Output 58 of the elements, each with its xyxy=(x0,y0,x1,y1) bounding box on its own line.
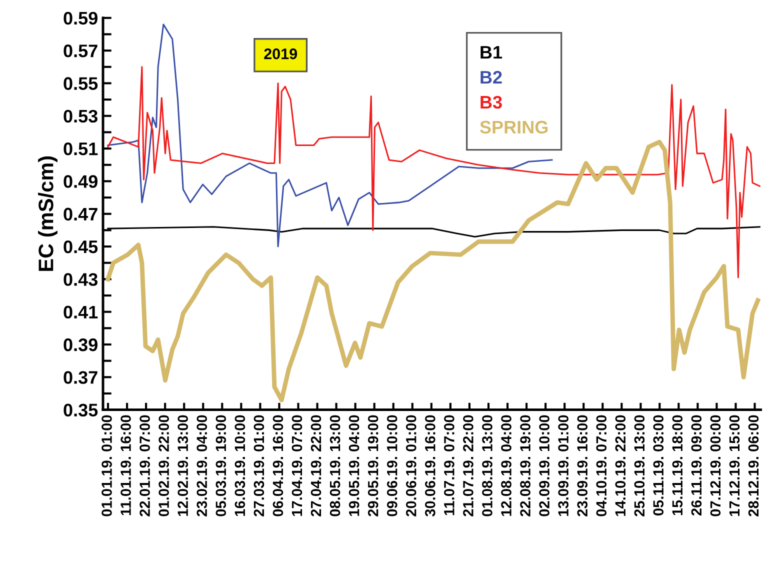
x-tick-label: 05.11.19. 03:00 xyxy=(653,415,664,516)
x-tick-label: 01.02.19. 22:00 xyxy=(158,415,169,516)
x-tick-label: 08.05.19. 13:00 xyxy=(330,415,340,516)
line-series xyxy=(107,226,760,238)
y-tick-label: 0.47 xyxy=(64,208,98,221)
y-tick-label: 0.43 xyxy=(64,273,98,286)
x-tick-label: 28.12.19. 06:00 xyxy=(748,415,759,516)
y-tick-label: 0.49 xyxy=(64,175,98,188)
x-tick-label: 13.09.19. 01:00 xyxy=(558,415,569,516)
line-series xyxy=(106,140,760,402)
y-tick-label: 0.39 xyxy=(64,338,98,352)
x-tick-label: 26.11.19. 09:00 xyxy=(691,415,702,516)
x-tick-label: 21.07.19. 22:00 xyxy=(463,415,474,516)
x-tick-label: 27.04.19. 22:00 xyxy=(310,415,322,516)
x-tick-label: 29.05.19. 19:00 xyxy=(368,415,378,516)
x-tick-label: 23.02.19. 04:00 xyxy=(196,415,208,516)
x-tick-label: 05.03.19. 19:00 xyxy=(216,415,226,516)
x-tick-label: 16.03.19. 10:00 xyxy=(234,415,246,516)
text: SPRING xyxy=(480,120,548,134)
x-tick-label: 30.06.19. 16:00 xyxy=(425,415,436,516)
x-tick-label: 17.12.19. 15:00 xyxy=(729,415,740,516)
x-tick-label: 09.06.19. 10:00 xyxy=(386,415,398,516)
y-tick-label: 0.59 xyxy=(64,12,98,25)
x-tick-label: 11.01.19. 16:00 xyxy=(120,415,131,516)
y-tick-label: 0.45 xyxy=(64,240,98,254)
y-tick-label: 0.35 xyxy=(64,404,98,417)
y-axis-title: EC (mS/cm) xyxy=(38,156,58,271)
y-tick-label: 0.51 xyxy=(64,142,98,156)
x-tick-label: 23.09.19. 16:00 xyxy=(577,415,588,516)
text: B2 xyxy=(480,70,502,84)
annotation: 2019 xyxy=(264,48,298,60)
x-tick-label: 27.03.19. 01:00 xyxy=(254,415,264,516)
line-series xyxy=(107,24,553,248)
x-tick-label: 20.06.19. 01:00 xyxy=(406,415,416,516)
x-tick-label: 22.08.19. 19:00 xyxy=(520,415,530,516)
x-tick-label: 17.04.19. 07:00 xyxy=(292,415,302,516)
text: B1 xyxy=(480,46,502,59)
x-tick-label: 06.04.19. 16:00 xyxy=(272,415,284,516)
x-tick-label: 12.08.19. 04:00 xyxy=(501,415,512,516)
x-tick-label: 01.08.19. 13:00 xyxy=(482,415,492,516)
y-tick-label: 0.41 xyxy=(64,306,98,319)
x-tick-label: 11.07.19. 07:00 xyxy=(444,415,454,516)
x-tick-label: 25.10.19. 13:00 xyxy=(634,415,645,516)
x-tick-label: 22.01.19. 07:00 xyxy=(140,415,150,516)
line-series xyxy=(107,66,760,278)
text: B3 xyxy=(480,96,502,109)
x-tick-label: 19.05.19. 04:00 xyxy=(348,415,360,516)
x-tick-label: 02.09.19. 10:00 xyxy=(539,415,550,516)
x-tick-label: 07.12.19. 00:00 xyxy=(710,415,721,516)
x-tick-label: 14.10.19. 22:00 xyxy=(615,415,626,516)
y-tick-label: 0.37 xyxy=(64,371,98,384)
y-tick-label: 0.53 xyxy=(64,110,98,123)
x-tick-label: 04.10.19. 07:00 xyxy=(596,415,607,516)
y-tick-label: 0.55 xyxy=(64,77,98,90)
x-tick-label: 15.11.19. 18:00 xyxy=(672,415,683,516)
x-tick-label: 01.01.19. 01:00 xyxy=(102,415,112,516)
x-tick-label: 12.02.19. 13:00 xyxy=(178,415,188,516)
y-tick-label: 0.57 xyxy=(64,44,98,58)
